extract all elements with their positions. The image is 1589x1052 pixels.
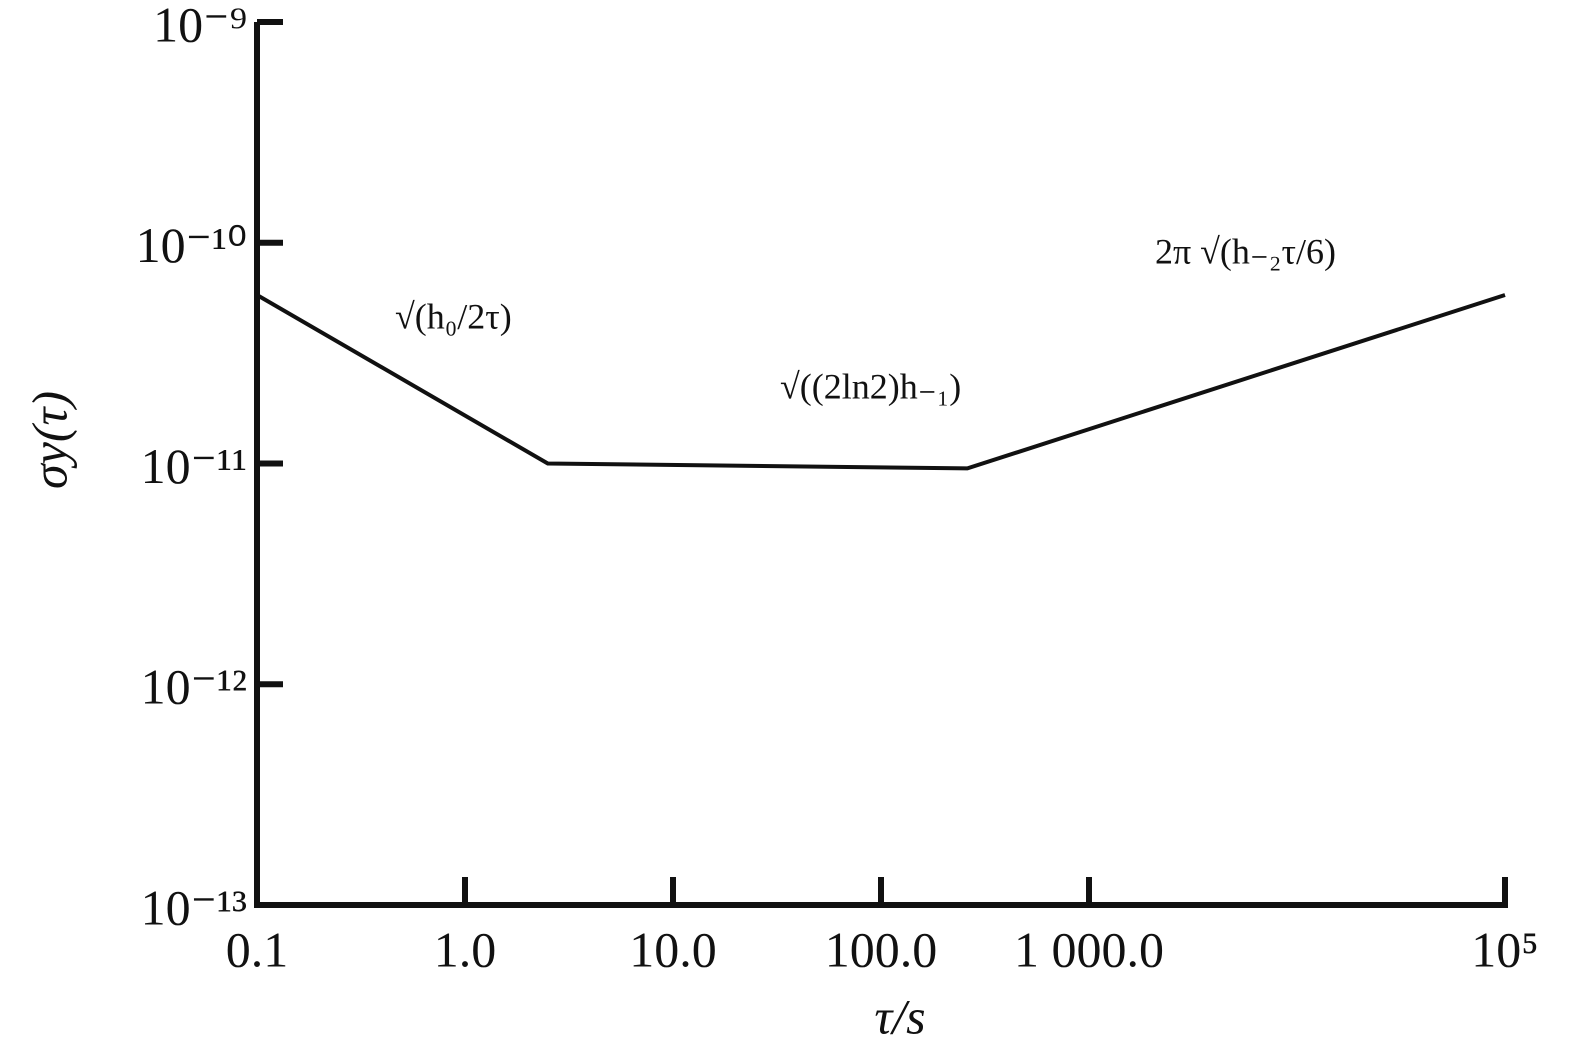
- y-tick-label: 10⁻¹¹: [141, 438, 247, 494]
- y-tick-label: 10⁻¹⁰: [136, 217, 247, 273]
- x-tick-label: 10⁵: [1471, 921, 1538, 977]
- y-tick-label: 10⁻¹³: [141, 879, 247, 935]
- x-tick-label: 1 000.0: [1014, 921, 1164, 977]
- x-tick-label: 100.0: [825, 921, 938, 977]
- annotation: 2π √(h₋₂τ/6): [1155, 231, 1336, 271]
- x-tick-label: 10.0: [629, 921, 717, 977]
- data-line: [255, 293, 1506, 471]
- annotation: √(h₀/2τ): [395, 296, 512, 336]
- annotation: √((2ln2)h₋₁): [780, 366, 961, 406]
- x-tick-label: 0.1: [226, 921, 289, 977]
- y-tick-label: 10⁻⁹: [153, 0, 247, 52]
- y-axis-title: σy(τ): [21, 391, 77, 489]
- x-tick-label: 1.0: [434, 921, 497, 977]
- y-tick-label: 10⁻¹²: [141, 659, 247, 715]
- x-axis-title: τ/s: [874, 988, 925, 1044]
